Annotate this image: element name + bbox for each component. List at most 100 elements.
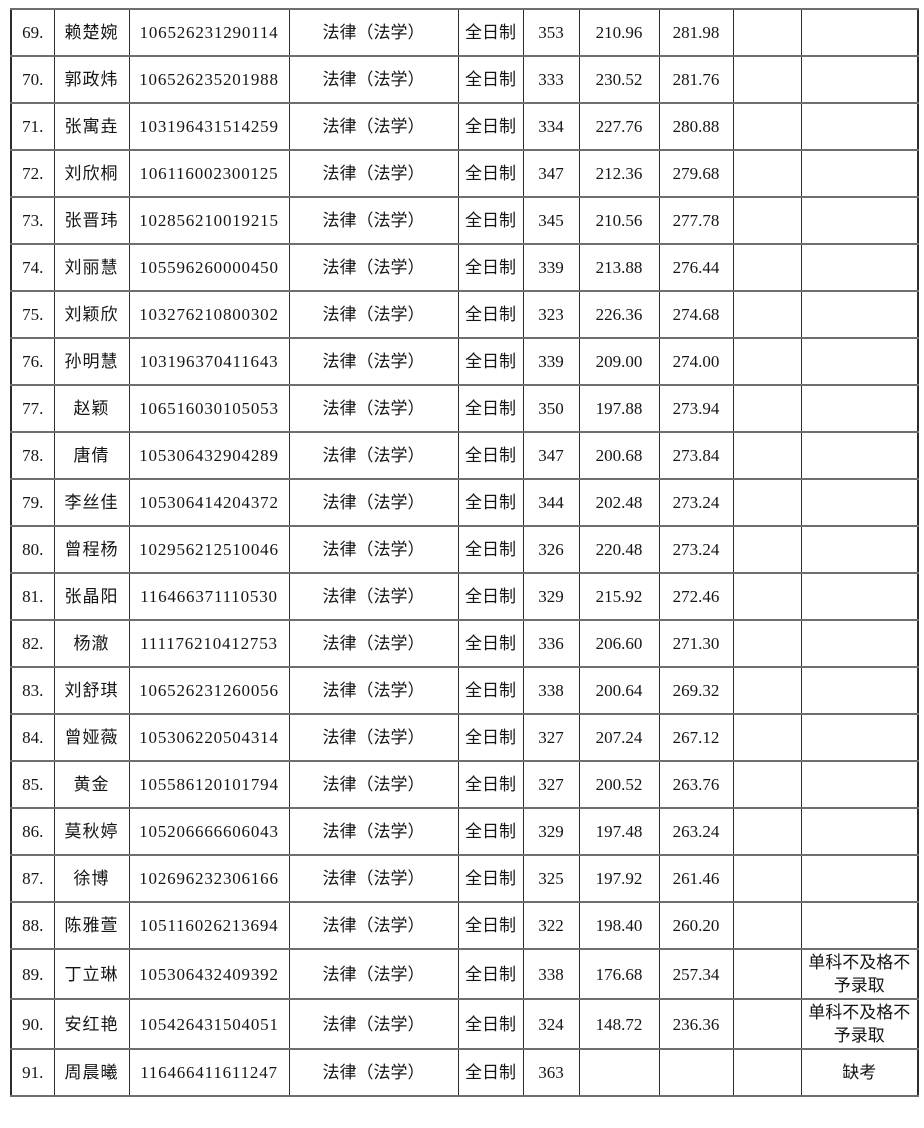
table-row: 78. 唐倩 105306432904289 法律（法学） 全日制 347 20… [10,431,919,480]
exam-id-cell: 116466371110530 [128,572,290,621]
score-1-cell: 350 [522,384,580,433]
program-cell: 法律（法学） [288,1048,459,1097]
exam-id-cell: 103196370411643 [128,337,290,386]
exam-id-cell: 106116002300125 [128,149,290,198]
blank-cell [732,525,802,574]
remark-cell [800,431,919,480]
score-3-cell: 257.34 [658,948,734,1000]
document-page: 69. 赖楚婉 106526231290114 法律（法学） 全日制 353 2… [10,8,919,1097]
score-1-cell: 334 [522,102,580,151]
score-3-cell: 267.12 [658,713,734,762]
remark-cell [800,666,919,715]
remark-cell [800,102,919,151]
study-mode-cell: 全日制 [457,807,524,856]
row-number-cell: 84. [10,713,55,762]
row-number-cell: 83. [10,666,55,715]
blank-cell [732,572,802,621]
score-2-cell: 200.68 [578,431,660,480]
score-3-cell [658,1048,734,1097]
blank-cell [732,807,802,856]
blank-cell [732,666,802,715]
program-cell: 法律（法学） [288,948,459,1000]
study-mode-cell: 全日制 [457,525,524,574]
study-mode-cell: 全日制 [457,713,524,762]
candidate-name-cell: 陈雅萱 [53,901,130,950]
table-row: 74. 刘丽慧 105596260000450 法律（法学） 全日制 339 2… [10,243,919,292]
row-number-cell: 89. [10,948,55,1000]
row-number-cell: 85. [10,760,55,809]
score-2-cell: 209.00 [578,337,660,386]
score-3-cell: 273.24 [658,525,734,574]
score-3-cell: 260.20 [658,901,734,950]
score-1-cell: 338 [522,948,580,1000]
score-1-cell: 333 [522,55,580,104]
program-cell: 法律（法学） [288,854,459,903]
row-number-cell: 75. [10,290,55,339]
exam-id-cell: 105596260000450 [128,243,290,292]
table-row: 69. 赖楚婉 106526231290114 法律（法学） 全日制 353 2… [10,8,919,57]
candidate-name-cell: 张晶阳 [53,572,130,621]
remark-cell [800,337,919,386]
table-row: 86. 莫秋婷 105206666606043 法律（法学） 全日制 329 1… [10,807,919,856]
score-1-cell: 363 [522,1048,580,1097]
row-number-cell: 71. [10,102,55,151]
table-row: 80. 曾程杨 102956212510046 法律（法学） 全日制 326 2… [10,525,919,574]
program-cell: 法律（法学） [288,619,459,668]
score-3-cell: 272.46 [658,572,734,621]
score-2-cell: 197.88 [578,384,660,433]
score-3-cell: 281.98 [658,8,734,57]
score-2-cell: 197.92 [578,854,660,903]
exam-id-cell: 105306432409392 [128,948,290,1000]
row-number-cell: 86. [10,807,55,856]
blank-cell [732,760,802,809]
program-cell: 法律（法学） [288,55,459,104]
program-cell: 法律（法学） [288,196,459,245]
remark-cell [800,8,919,57]
program-cell: 法律（法学） [288,384,459,433]
score-1-cell: 324 [522,998,580,1050]
score-1-cell: 347 [522,431,580,480]
program-cell: 法律（法学） [288,760,459,809]
exam-id-cell: 102956212510046 [128,525,290,574]
table-row: 89. 丁立琳 105306432409392 法律（法学） 全日制 338 1… [10,948,919,1000]
study-mode-cell: 全日制 [457,901,524,950]
score-2-cell: 200.52 [578,760,660,809]
table-row: 75. 刘颖欣 103276210800302 法律（法学） 全日制 323 2… [10,290,919,339]
score-3-cell: 269.32 [658,666,734,715]
blank-cell [732,55,802,104]
blank-cell [732,901,802,950]
exam-id-cell: 106526231290114 [128,8,290,57]
program-cell: 法律（法学） [288,290,459,339]
program-cell: 法律（法学） [288,8,459,57]
blank-cell [732,337,802,386]
score-2-cell: 212.36 [578,149,660,198]
exam-id-cell: 105586120101794 [128,760,290,809]
blank-cell [732,431,802,480]
score-2-cell: 227.76 [578,102,660,151]
remark-cell [800,760,919,809]
row-number-cell: 81. [10,572,55,621]
candidate-name-cell: 徐博 [53,854,130,903]
score-2-cell: 207.24 [578,713,660,762]
study-mode-cell: 全日制 [457,572,524,621]
blank-cell [732,290,802,339]
remark-cell [800,901,919,950]
row-number-cell: 91. [10,1048,55,1097]
candidate-name-cell: 孙明慧 [53,337,130,386]
table-row: 70. 郭政炜 106526235201988 法律（法学） 全日制 333 2… [10,55,919,104]
row-number-cell: 74. [10,243,55,292]
row-number-cell: 78. [10,431,55,480]
score-1-cell: 353 [522,8,580,57]
score-2-cell: 226.36 [578,290,660,339]
program-cell: 法律（法学） [288,901,459,950]
study-mode-cell: 全日制 [457,102,524,151]
score-table: 69. 赖楚婉 106526231290114 法律（法学） 全日制 353 2… [10,8,919,1097]
score-3-cell: 263.24 [658,807,734,856]
study-mode-cell: 全日制 [457,998,524,1050]
row-number-cell: 69. [10,8,55,57]
row-number-cell: 80. [10,525,55,574]
blank-cell [732,478,802,527]
score-3-cell: 273.84 [658,431,734,480]
candidate-name-cell: 刘丽慧 [53,243,130,292]
score-3-cell: 273.24 [658,478,734,527]
